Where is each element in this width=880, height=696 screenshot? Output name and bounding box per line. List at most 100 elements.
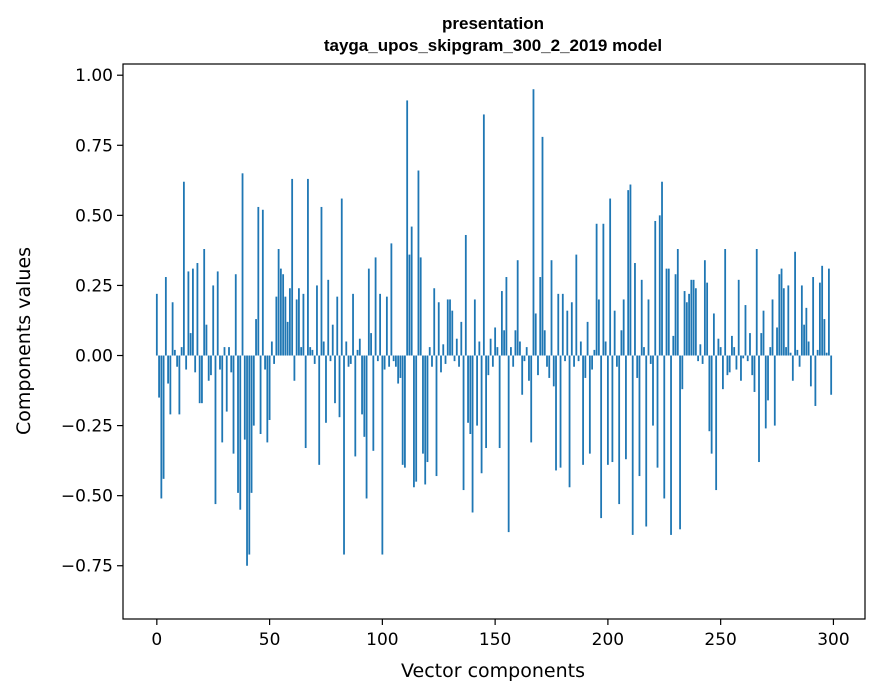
- bar: [255, 319, 257, 356]
- bar: [643, 347, 645, 356]
- bar: [584, 355, 587, 378]
- bar: [467, 355, 469, 423]
- bar: [404, 355, 406, 468]
- bar: [661, 181, 663, 356]
- bar: [681, 355, 684, 390]
- bar: [410, 226, 413, 356]
- bar: [162, 355, 165, 479]
- bar: [505, 277, 508, 356]
- bar: [318, 355, 321, 465]
- bar: [625, 355, 627, 460]
- bar: [415, 355, 418, 482]
- bar: [550, 260, 553, 356]
- bar: [478, 341, 481, 356]
- bar: [462, 355, 465, 491]
- plot-area-frame: [122, 63, 866, 620]
- bar: [532, 89, 535, 356]
- bar: [347, 355, 350, 367]
- bar: [270, 341, 273, 356]
- bar: [277, 249, 280, 356]
- bar: [397, 355, 400, 384]
- bar: [284, 296, 287, 356]
- bar: [812, 277, 815, 356]
- bar: [372, 355, 375, 451]
- bar: [595, 223, 598, 356]
- bar: [731, 335, 733, 356]
- bar: [171, 302, 174, 356]
- bar: [785, 347, 787, 356]
- bar: [473, 299, 476, 356]
- bar: [579, 341, 582, 356]
- bar: [309, 347, 312, 356]
- bar: [261, 209, 264, 356]
- bar: [593, 349, 596, 356]
- bar: [230, 355, 233, 373]
- bar: [523, 355, 526, 362]
- bar: [570, 302, 573, 356]
- x-tick-label: 50: [259, 630, 281, 650]
- bar: [210, 355, 212, 376]
- bar: [591, 355, 593, 370]
- bar: [279, 268, 282, 356]
- bar: [293, 355, 296, 381]
- bar: [561, 293, 564, 356]
- bar: [232, 355, 235, 454]
- bar: [631, 355, 634, 535]
- bar: [539, 277, 542, 356]
- bar: [203, 249, 206, 356]
- bar: [408, 254, 411, 356]
- bar: [219, 355, 221, 370]
- bar: [634, 263, 636, 356]
- bar: [796, 349, 799, 356]
- bar: [453, 355, 456, 362]
- bar: [252, 355, 255, 426]
- bar: [313, 355, 316, 364]
- bar: [221, 355, 224, 443]
- y-axis-label: Components values: [13, 247, 35, 435]
- bar: [764, 355, 767, 429]
- bar: [703, 260, 706, 356]
- bar: [451, 310, 454, 356]
- bar: [604, 341, 607, 356]
- bar: [760, 333, 763, 356]
- bar: [469, 355, 472, 434]
- bar: [706, 282, 709, 356]
- bar: [519, 341, 521, 356]
- y-tick-label: 0.50: [75, 206, 113, 226]
- bar: [541, 136, 544, 356]
- bar: [216, 271, 219, 356]
- bar: [419, 257, 422, 356]
- bar: [192, 268, 194, 356]
- bar: [304, 355, 307, 449]
- bar: [180, 347, 183, 356]
- bar: [507, 355, 510, 533]
- bar: [746, 355, 749, 362]
- x-tick-label: 250: [704, 630, 736, 650]
- bar: [237, 355, 239, 493]
- bar: [568, 355, 571, 488]
- bar: [742, 355, 745, 359]
- bar: [241, 173, 244, 356]
- bar: [606, 355, 609, 465]
- bar: [446, 299, 449, 356]
- bar: [514, 330, 517, 356]
- bar: [649, 355, 652, 364]
- bar: [789, 352, 792, 356]
- bar: [537, 355, 539, 376]
- bar: [521, 355, 524, 395]
- bar: [749, 333, 751, 356]
- bar: [778, 274, 781, 356]
- y-tick-label: 0.75: [75, 136, 113, 156]
- bar: [791, 355, 794, 381]
- bar: [440, 355, 442, 373]
- bar: [214, 355, 217, 505]
- bar: [753, 355, 756, 392]
- bar: [611, 355, 614, 463]
- chart-title-line1: presentation: [442, 14, 544, 33]
- y-tick-label: −0.75: [61, 557, 113, 577]
- bar: [266, 355, 269, 443]
- bar: [719, 347, 722, 356]
- y-tick-label: 1.00: [75, 66, 113, 86]
- bar: [363, 355, 366, 437]
- bar: [566, 310, 569, 356]
